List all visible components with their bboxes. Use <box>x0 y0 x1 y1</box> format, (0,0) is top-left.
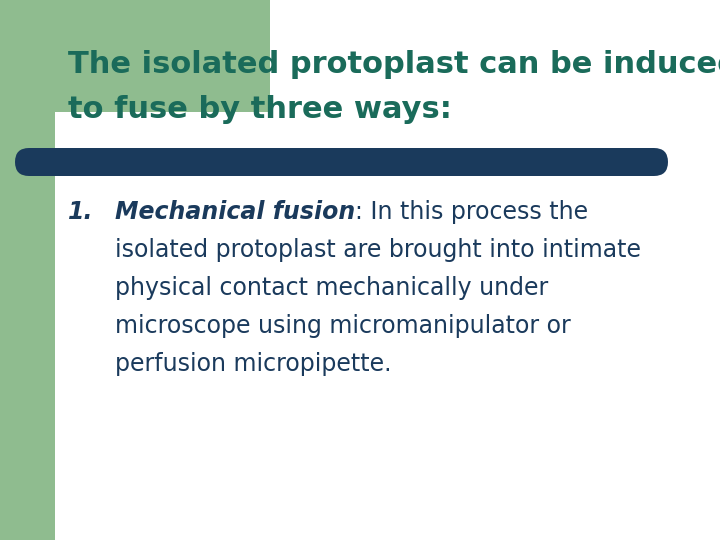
Text: perfusion micropipette.: perfusion micropipette. <box>115 352 392 376</box>
Text: isolated protoplast are brought into intimate: isolated protoplast are brought into int… <box>115 238 641 262</box>
Text: : In this process the: : In this process the <box>355 200 588 224</box>
Text: physical contact mechanically under: physical contact mechanically under <box>115 276 548 300</box>
Text: Mechanical fusion: Mechanical fusion <box>115 200 355 224</box>
Text: 1.: 1. <box>68 200 94 224</box>
Text: to fuse by three ways:: to fuse by three ways: <box>68 95 452 124</box>
Text: microscope using micromanipulator or: microscope using micromanipulator or <box>115 314 571 338</box>
FancyBboxPatch shape <box>15 148 668 176</box>
Text: The isolated protoplast can be induced: The isolated protoplast can be induced <box>68 50 720 79</box>
Bar <box>0 0 55 540</box>
Bar <box>0 0 270 112</box>
